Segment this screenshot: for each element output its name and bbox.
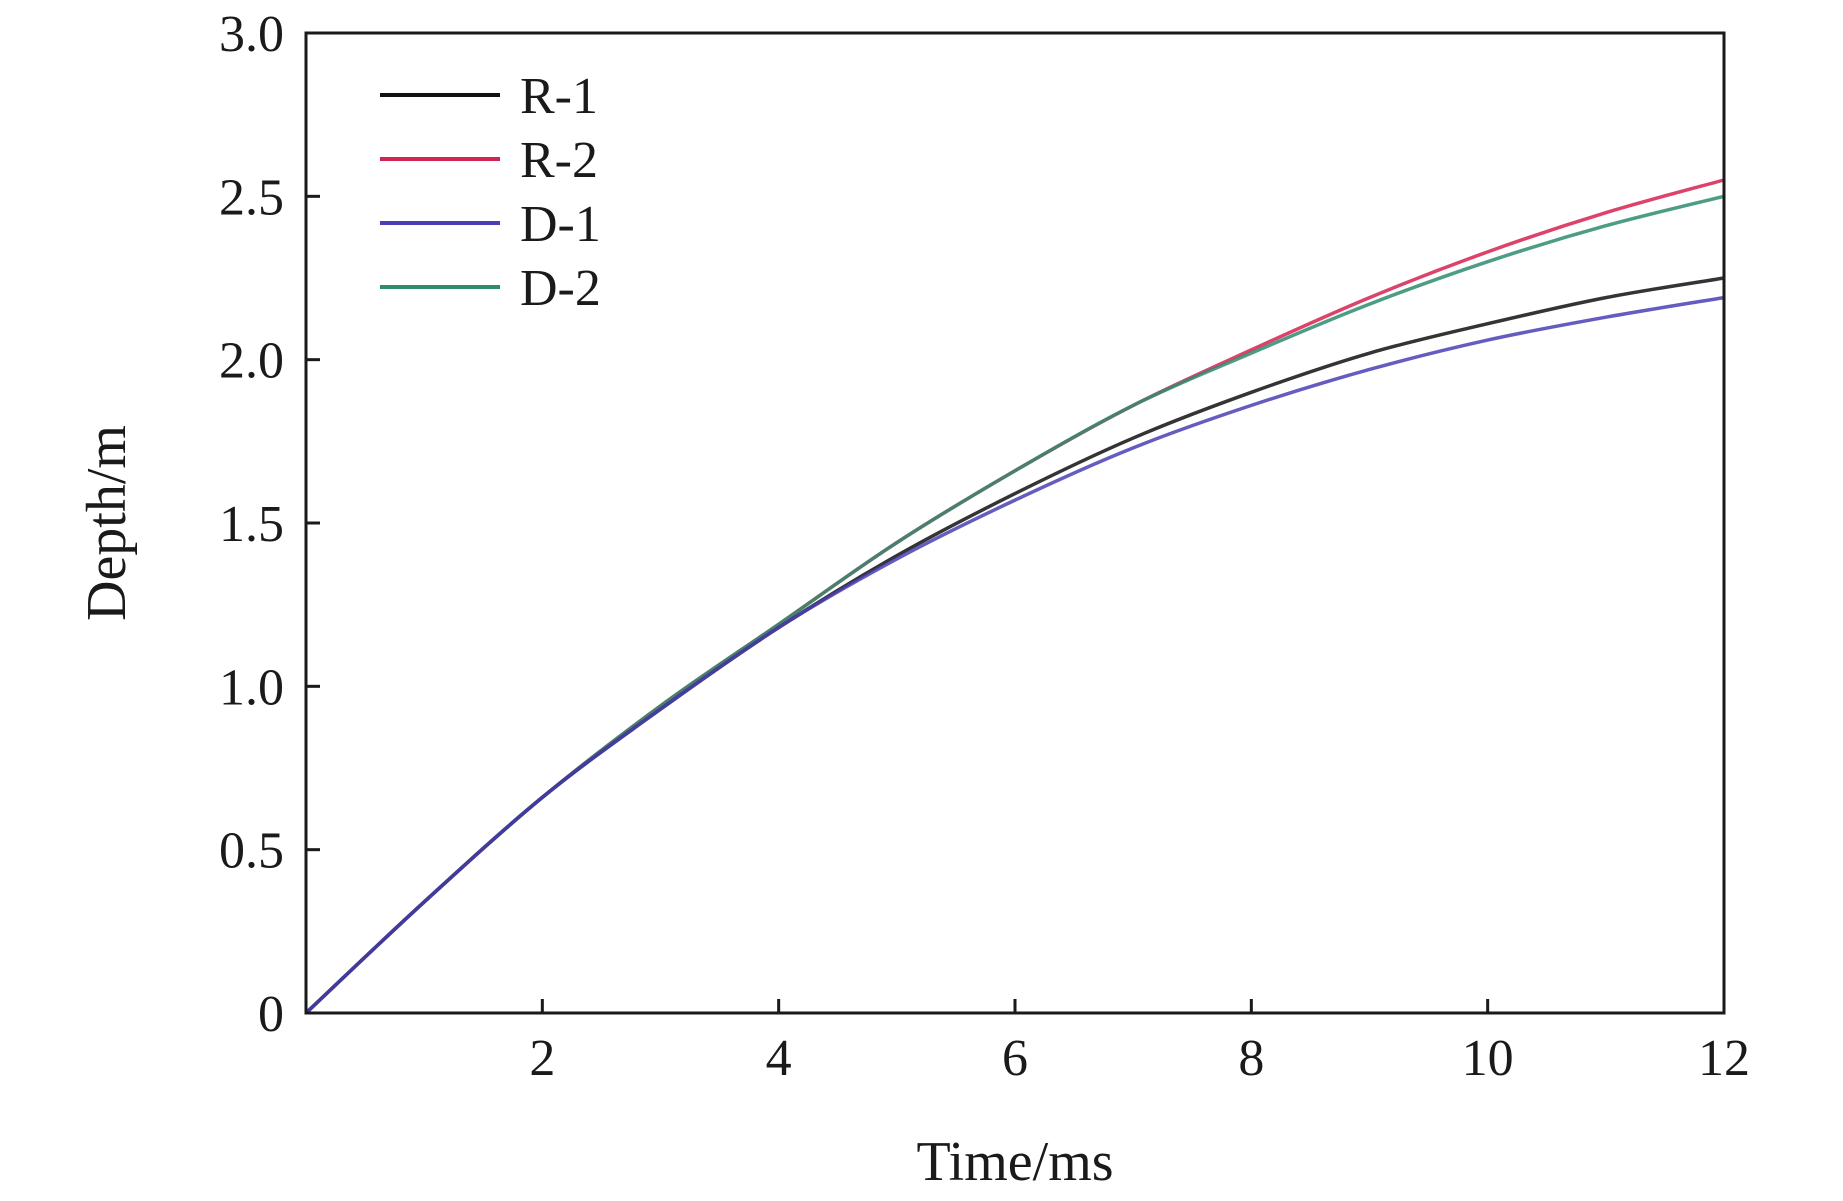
y-tick-label: 1.0 — [219, 659, 284, 716]
x-tick-label: 2 — [529, 1030, 555, 1087]
x-axis-title: Time/ms — [916, 1131, 1113, 1193]
legend-label-r-2: R-2 — [520, 132, 598, 189]
y-tick-label: 1.5 — [219, 496, 284, 553]
series-line-d-1 — [304, 295, 1725, 1015]
x-tick-label: 10 — [1462, 1030, 1514, 1087]
series-line-r-1 — [304, 276, 1725, 1015]
x-tick-label: 8 — [1238, 1030, 1264, 1087]
x-axis-ticks: 2 4 6 8 10 12 — [529, 999, 1750, 1087]
legend-label-d-1: D-1 — [520, 196, 601, 253]
y-tick-label: 2.0 — [219, 333, 284, 390]
y-axis-title: Depth/m — [76, 425, 138, 621]
plot-frame — [304, 31, 1726, 1015]
y-axis-ticks: 0 0.5 1.0 1.5 2.0 2.5 3.0 — [219, 6, 320, 1043]
x-tick-label: 4 — [766, 1030, 792, 1087]
y-tick-label: 2.5 — [219, 169, 284, 226]
legend-label-r-1: R-1 — [520, 68, 598, 125]
x-tick-label: 12 — [1698, 1030, 1750, 1087]
legend: R-1 R-2 D-1 D-2 — [380, 68, 601, 317]
y-tick-label: 0.5 — [219, 823, 284, 880]
y-tick-label: 0 — [258, 986, 284, 1043]
plot-lines — [304, 178, 1725, 1015]
y-tick-label: 3.0 — [219, 6, 284, 63]
x-tick-label: 6 — [1002, 1030, 1028, 1087]
series-line-r-2 — [304, 178, 1725, 1015]
legend-label-d-2: D-2 — [520, 260, 601, 317]
